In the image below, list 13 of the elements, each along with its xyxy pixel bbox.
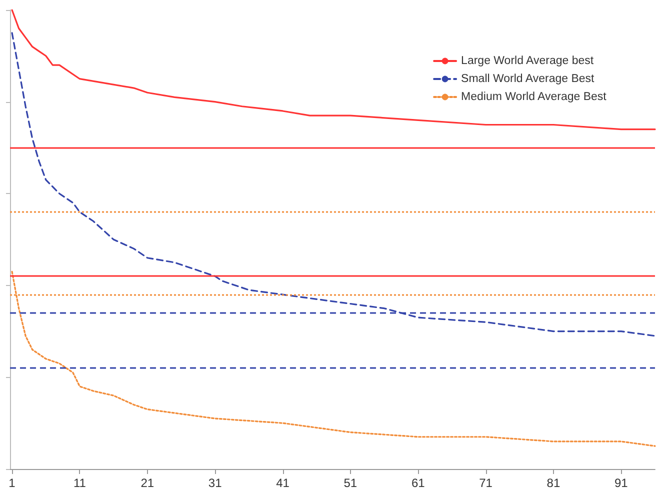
x-tick-label: 11 — [73, 476, 86, 490]
x-tick-label: 61 — [411, 476, 426, 490]
x-tick-label: 81 — [546, 476, 560, 490]
x-tick-label: 21 — [140, 476, 154, 490]
legend-label: Large World Average best — [461, 55, 594, 67]
x-tick-label: 71 — [479, 476, 493, 490]
x-tick-label: 41 — [276, 476, 290, 490]
x-tick-label: 91 — [614, 476, 628, 490]
legend-label: Small World Average Best — [461, 73, 596, 85]
legend-label: Medium World Average Best — [461, 91, 608, 103]
x-tick-label: 31 — [208, 476, 222, 490]
x-tick-label: 1 — [8, 476, 16, 490]
x-tick-label: 51 — [344, 476, 358, 490]
